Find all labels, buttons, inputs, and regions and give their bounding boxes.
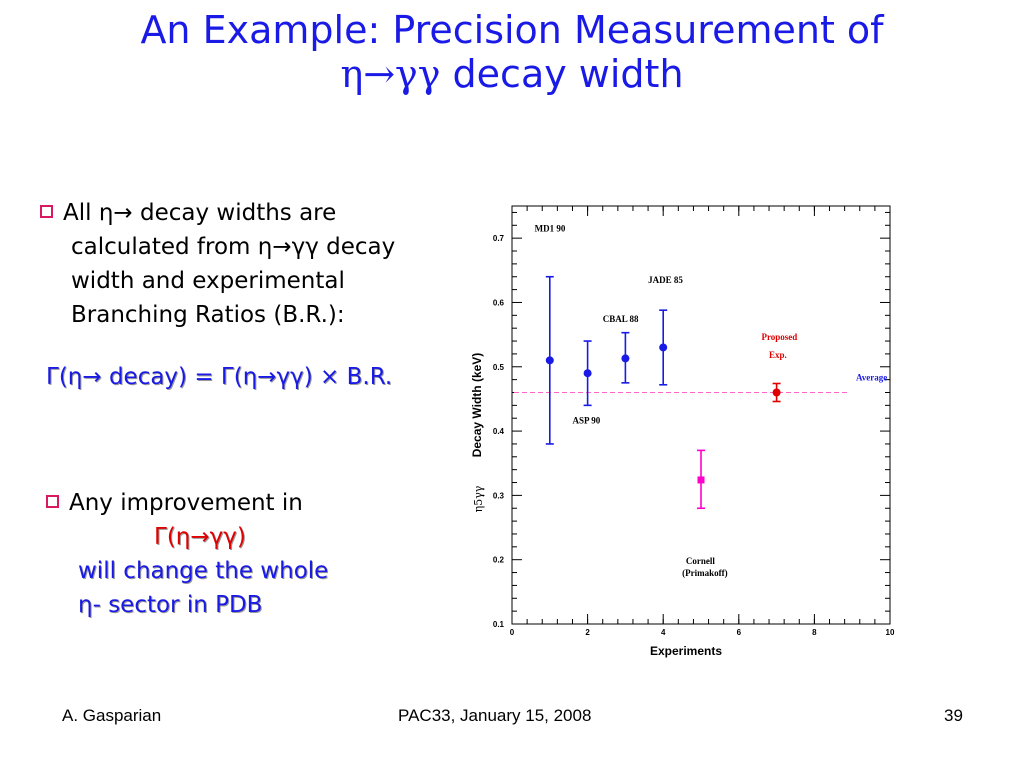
bullet2-line-4: η- sector in PDB <box>78 592 263 618</box>
y-tick-label: 0.5 <box>493 363 505 372</box>
y-tick-label: 0.2 <box>493 556 505 565</box>
bullet1-text-1: All η→ decay widths are <box>63 200 337 226</box>
y-axis-label: Decay Width (keV) <box>470 353 484 458</box>
title-line-2: η→γγ decay width <box>0 52 1024 96</box>
x-tick-label: 8 <box>812 628 817 637</box>
x-tick-label: 4 <box>661 628 666 637</box>
footer-event: PAC33, January 15, 2008 <box>398 706 592 725</box>
point-annotation: MD1 90 <box>535 224 566 234</box>
bullet1-line-1: All η→ decay widths are <box>40 196 395 230</box>
title-line-1: An Example: Precision Measurement of <box>140 8 884 52</box>
point-annotation: Average <box>856 372 887 382</box>
point-annotation: ASP 90 <box>572 415 600 425</box>
point-annotation: JADE 85 <box>648 275 683 285</box>
plot-frame <box>511 205 891 625</box>
bullet1-line-2: calculated from η→γγ decay <box>71 234 396 260</box>
decay-formula: Γ(η→ decay) = Γ(η→γγ) × B.R. <box>46 364 393 390</box>
point-annotation: Exp. <box>769 350 787 360</box>
x-tick-label: 10 <box>886 628 895 637</box>
data-point <box>583 369 592 378</box>
bullet-decay-widths: All η→ decay widths are calculated from … <box>40 196 395 332</box>
point-annotation: Cornell <box>686 556 715 566</box>
checkbox-bullet-icon <box>46 495 59 508</box>
decay-width-chart: 0.1 0.2 0.3 0.4 0.5 0.6 0.7 0 2 4 6 8 10 MD1 90 ASP 90… <box>470 205 895 658</box>
y-tick-label: 0.1 <box>493 620 505 629</box>
footer-page-number: 39 <box>944 706 963 725</box>
data-point <box>697 476 705 484</box>
bullet1-line-3: width and experimental <box>71 268 345 294</box>
y-tick-label: 0.6 <box>493 298 505 307</box>
bullet2-line-1: Any improvement in <box>46 486 328 520</box>
bullet2-gamma-eta: Γ(η→γγ) <box>154 524 246 550</box>
y-tick-label: 0.4 <box>493 427 505 436</box>
footer-author: A. Gasparian <box>62 706 162 725</box>
x-axis-label: Experiments <box>650 644 722 658</box>
checkbox-bullet-icon <box>40 205 53 218</box>
bullet2-line-3: will change the whole <box>78 558 329 584</box>
y-tick-label: 0.3 <box>493 491 505 500</box>
point-annotation: CBAL 88 <box>603 314 639 324</box>
bullet2-text-1: Any improvement in <box>69 490 303 516</box>
data-point <box>772 388 781 397</box>
data-point <box>621 354 630 363</box>
bullet-improvement: Any improvement in Γ(η→γγ) will change t… <box>46 486 328 622</box>
x-tick-label: 2 <box>585 628 590 637</box>
title-eta-symbol: η→γγ <box>340 52 441 96</box>
data-point <box>659 343 668 352</box>
bullet1-line-4: Branching Ratios (B.R.): <box>71 302 345 328</box>
title-decay-width: decay width <box>440 52 684 96</box>
data-point <box>545 356 554 365</box>
point-annotation: Proposed <box>761 332 797 342</box>
point-annotation: (Primakoff) <box>682 568 727 578</box>
x-tick-label: 6 <box>737 628 742 637</box>
y-tick-label: 0.7 <box>493 234 505 243</box>
slide-title: An Example: Precision Measurement of η→γ… <box>0 8 1024 96</box>
x-tick-label: 0 <box>510 628 515 637</box>
y-axis-symbol: η5γγ <box>472 485 485 512</box>
